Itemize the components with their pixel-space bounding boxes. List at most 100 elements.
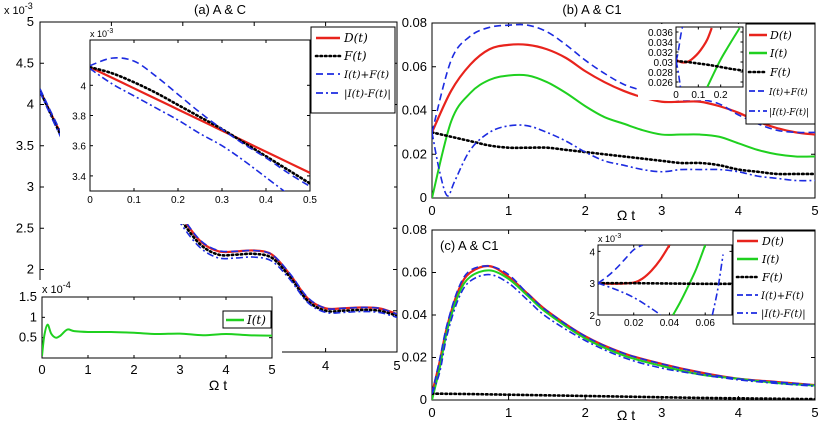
c-xtick-label-1: 1 <box>505 405 512 420</box>
c-inset-ytick-label-1: 3 <box>589 279 595 290</box>
a-inset-top-xtick-label-2: 0.2 <box>171 195 185 206</box>
b-series-i-t <box>432 73 815 198</box>
b-inset-ytick-label-2: 0.03 <box>654 58 674 69</box>
c-series-i-t-f-t <box>432 273 815 394</box>
panel-c-legend-label-0: D(t) <box>761 235 784 248</box>
panel-a-inset-bottom-lines <box>42 323 272 357</box>
a-inset-top-ytick-label-2: 3.8 <box>72 112 86 123</box>
c-xtick-label-4: 4 <box>735 405 742 420</box>
panel-b-ticks: 0 1 2 3 4 5 0 0.02 0.04 0.06 0.08 <box>402 15 819 218</box>
b-xtick-label-2: 2 <box>582 203 589 218</box>
panel-a-inset-bottom-exponent: x 10-4 <box>42 280 71 296</box>
b-ytick-label-0: 0 <box>420 190 427 205</box>
b-inset-series-i-t-f-t <box>676 60 682 87</box>
c-inset-xtick-label-1: 0.02 <box>624 318 644 329</box>
b-inset-series-i-t-f-t <box>676 27 684 62</box>
a-xtick-label-4: 4 <box>322 358 329 373</box>
b-inset-ytick-label-5: 0.036 <box>648 28 673 39</box>
panel-b-legend-label-2: F(t) <box>769 66 791 79</box>
b-inset-ytick-label-4: 0.034 <box>648 38 673 49</box>
a-inset-top-series-d-t <box>90 66 310 174</box>
a-inset-bottom-ytick-label-0: 0.5 <box>19 330 37 345</box>
c-inset-ytick-label-2: 4 <box>589 247 595 258</box>
panel-a-inset-bottom-legend-frame <box>222 310 272 329</box>
b-inset-xtick-label-2: 0.2 <box>714 90 728 101</box>
panel-a-inset-bottom-legend: I(t) <box>222 310 272 329</box>
b-ytick-label-4: 0.08 <box>402 15 427 30</box>
b-xtick-label-5: 5 <box>811 203 818 218</box>
panel-c-legend-label-4: |I(t)-F(t)| <box>761 309 806 320</box>
panel-a-inset-bottom-frame <box>41 296 273 359</box>
c-xtick-label-2: 2 <box>582 405 589 420</box>
panel-a-legend-frame <box>310 26 396 114</box>
a-inset-bottom-xtick-label-4: 4 <box>222 362 229 377</box>
panel-a-legend-label-1: F(t) <box>343 49 367 63</box>
a-ytick-label-7: 4.5 <box>16 55 34 70</box>
panel-a: (a) A & C x 10-3 0 1 2 3 4 5 1 1.5 2 2.5 3 3.5 4 4.5 5… <box>4 1 401 393</box>
a-inset-bottom-series-i-t <box>42 323 272 357</box>
panel-b-legend-label-0: D(t) <box>769 29 792 42</box>
a-ytick-label-2: 2 <box>27 262 34 277</box>
b-ytick-label-1: 0.02 <box>402 146 427 161</box>
b-inset-xtick-label-1: 0.1 <box>691 90 705 101</box>
a-inset-bottom-xtick-label-3: 3 <box>176 362 183 377</box>
panel-a-legend-label-0: D(t) <box>343 31 368 45</box>
c-ytick-label-2: 0.04 <box>402 307 427 322</box>
a-ytick-label-3: 2.5 <box>16 220 34 235</box>
a-inset-top-xtick-label-5: 0.5 <box>303 195 317 206</box>
c-ytick-label-1: 0.02 <box>402 350 427 365</box>
a-inset-bottom-ytick-label-2: 1.5 <box>19 289 37 304</box>
c-inset-ytick-label-0: 2 <box>589 311 595 322</box>
a-inset-top-xtick-label-1: 0.1 <box>127 195 141 206</box>
panel-b-legend-label-3: I(t)+F(t) <box>768 87 808 98</box>
b-ytick-label-3: 0.06 <box>402 59 427 74</box>
c-inset-series-i-t <box>672 245 707 315</box>
c-xtick-label-3: 3 <box>658 405 665 420</box>
panel-c-title: (c) A & C1 <box>440 238 499 253</box>
panel-b: (b) A & C1 0 1 2 3 4 5 0 0.02 0.04 0.06 0.08 Ω t 0… <box>402 2 819 223</box>
panel-b-xlabel: Ω t <box>617 207 635 223</box>
panel-a-inset-bottom-ticks: 0 1 2 3 4 5 0.5 1 1.5 <box>19 289 276 377</box>
a-inset-bottom-xtick-label-2: 2 <box>130 362 137 377</box>
a-inset-bottom-ytick-label-1: 1 <box>30 309 37 324</box>
panel-c-inset-exponent: x 10-3 <box>598 233 621 244</box>
b-series-i-t-f-t <box>432 23 815 134</box>
panel-a-inset-top-lines <box>90 57 310 191</box>
panel-a-inset-bottom-legend-label: I(t) <box>246 313 266 327</box>
c-ytick-label-0: 0 <box>420 392 427 407</box>
c-inset-series-i-t-f-t <box>598 245 644 284</box>
b-inset-ytick-label-3: 0.032 <box>648 48 673 59</box>
c-series-i-t-f-t <box>432 265 815 394</box>
a-inset-bottom-xtick-label-1: 1 <box>84 362 91 377</box>
panel-c-legend-label-2: F(t) <box>761 271 783 284</box>
c-inset-series-i-t-f-t-rising <box>711 254 724 315</box>
panel-a-legend-label-2: I(t)+F(t) <box>343 69 389 81</box>
c-inset-series-i-t-f-t <box>598 282 661 315</box>
b-xtick-label-4: 4 <box>735 203 742 218</box>
c-inset-xtick-label-3: 0.06 <box>695 318 715 329</box>
panel-a-legend: D(t) F(t) I(t)+F(t) |I(t)-F(t)| <box>310 26 396 114</box>
c-xtick-label-5: 5 <box>811 405 818 420</box>
panel-a-title: (a) A & C <box>194 2 246 17</box>
a-inset-top-ytick-label-3: 4 <box>80 81 86 92</box>
panel-a-inset-top-ticks: 0 0.1 0.2 0.3 0.4 0.5 3.4 3.6 3.8 4 <box>72 40 317 206</box>
c-xtick-label-0: 0 <box>428 405 435 420</box>
a-inset-top-ytick-label-1: 3.6 <box>72 142 86 153</box>
b-ytick-label-2: 0.04 <box>402 103 427 118</box>
panel-b-inset-lines <box>676 27 743 87</box>
a-ytick-label-8: 5 <box>27 14 34 29</box>
panel-c-lines <box>432 264 815 400</box>
panel-b-legend-label-4: |I(t)-F(t)| <box>769 107 809 118</box>
c-inset-series-f-t <box>598 281 732 286</box>
a-ytick-label-4: 3 <box>27 179 34 194</box>
c-ytick-label-4: 0.08 <box>402 222 427 237</box>
a-inset-top-series-i-t-f-t <box>90 57 310 188</box>
panel-b-legend-label-1: I(t) <box>769 47 787 60</box>
panel-b-title: (b) A & C1 <box>562 2 621 17</box>
b-xtick-label-1: 1 <box>505 203 512 218</box>
b-inset-series-f-t <box>676 59 743 72</box>
panel-b-legend: D(t) I(t) F(t) I(t)+F(t) |I(t)-F(t)| <box>745 23 816 125</box>
panel-a-inset-top-exponent: x 10-3 <box>90 28 113 39</box>
panel-a-xlabel: Ω t <box>209 377 227 393</box>
